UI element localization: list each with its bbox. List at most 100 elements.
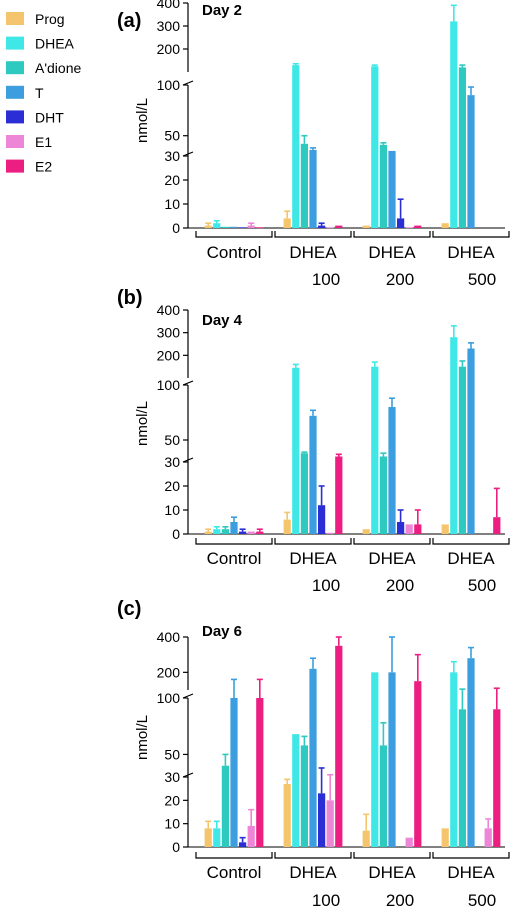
y-tick-label: 300 (157, 325, 181, 341)
group-label: DHEA (368, 243, 416, 262)
axis-break (182, 80, 194, 86)
bar-e1 (405, 524, 413, 534)
bar-dht (238, 227, 247, 229)
bar-t (230, 226, 238, 228)
y-tick-label: 50 (164, 128, 180, 144)
axis-break (182, 457, 194, 463)
bar-e2 (335, 645, 343, 847)
bar-e1 (247, 531, 255, 534)
group-bracket (274, 852, 352, 859)
bar-e1 (405, 227, 413, 229)
group-bracket (274, 231, 352, 238)
group-bracket (432, 231, 510, 238)
legend-swatch-4 (6, 110, 24, 124)
axis-break (182, 151, 194, 157)
group-label: DHEA (447, 243, 495, 262)
group-label: DHEA (447, 549, 495, 568)
y-tick-label: 10 (164, 502, 180, 518)
bar-dhea (450, 672, 458, 847)
group-label-sub: 100 (312, 576, 340, 595)
bar-e1 (484, 828, 492, 847)
bar-dht (317, 505, 326, 534)
panel-title-2: Day 6 (202, 623, 242, 640)
bar-adione (458, 366, 467, 534)
y-tick-label: 30 (164, 769, 180, 785)
group-bracket (274, 538, 352, 545)
axis-break (182, 380, 194, 386)
group-label-sub: 100 (312, 270, 340, 289)
bar-dhea (213, 529, 221, 534)
group-label: Control (207, 243, 262, 262)
bar-e1 (326, 227, 334, 229)
panel-tag-1: (b) (117, 287, 143, 309)
axis-break (182, 693, 194, 699)
group-label: DHEA (368, 863, 416, 882)
group-label: Control (207, 549, 262, 568)
bar-e2 (493, 709, 501, 847)
y-tick-label: 30 (164, 148, 180, 164)
legend-label-1: DHEA (35, 36, 75, 52)
bar-dhea (450, 337, 458, 534)
bar-t (230, 522, 238, 534)
bar-t (388, 150, 396, 228)
group-label: DHEA (289, 549, 337, 568)
bar-dhea (213, 223, 221, 228)
bar-dht (396, 522, 405, 534)
bar-dht (238, 842, 247, 847)
bar-e1 (247, 225, 255, 228)
bar-prog (362, 225, 370, 228)
bar-adione (221, 529, 230, 534)
group-label-sub: 100 (312, 891, 340, 910)
y-tick-label: 0 (172, 526, 180, 542)
y-tick-label: 10 (164, 816, 180, 832)
y-axis-label-0: nmol/L (134, 98, 151, 143)
y-tick-label: 0 (172, 839, 180, 855)
legend-swatch-3 (6, 85, 24, 99)
group-label-sub: 500 (468, 891, 496, 910)
bar-e2 (256, 227, 264, 229)
bar-e2 (335, 225, 343, 228)
y-tick-label: 100 (157, 690, 181, 706)
bar-e2 (335, 456, 343, 534)
bar-t (309, 149, 317, 228)
legend-swatch-0 (6, 12, 24, 25)
y-tick-label: 300 (157, 18, 181, 34)
group-bracket (353, 538, 431, 545)
bar-adione (300, 143, 309, 228)
group-label-sub: 200 (386, 270, 414, 289)
y-tick-label: 20 (164, 478, 180, 494)
y-tick-label: 200 (157, 664, 181, 680)
bar-t (467, 658, 475, 847)
bar-prog (283, 784, 291, 847)
group-label: DHEA (289, 863, 337, 882)
bar-e1 (326, 800, 334, 847)
bar-prog (362, 830, 370, 847)
legend-label-6: E2 (35, 159, 52, 175)
group-bracket (353, 852, 431, 859)
bar-adione (379, 144, 388, 228)
bar-e2 (414, 225, 422, 228)
bar-dht (396, 218, 405, 228)
bar-e2 (414, 681, 422, 847)
y-tick-label: 400 (157, 0, 181, 11)
y-tick-label: 100 (157, 377, 181, 393)
bar-prog (283, 519, 291, 534)
group-bracket (432, 852, 510, 859)
legend-label-4: DHT (35, 109, 64, 125)
bar-prog (441, 828, 449, 847)
legend-label-5: E1 (35, 134, 52, 150)
legend-swatch-5 (6, 135, 24, 148)
group-label-sub: 200 (386, 891, 414, 910)
y-tick-label: 400 (157, 629, 181, 645)
bar-prog (204, 225, 212, 228)
group-label: Control (207, 863, 262, 882)
bar-e2 (414, 524, 422, 534)
bar-prog (441, 524, 449, 534)
bar-e2 (493, 517, 501, 534)
y-tick-label: 100 (157, 77, 181, 93)
group-bracket (195, 231, 273, 238)
bar-e2 (256, 698, 264, 847)
bar-adione (221, 226, 230, 228)
legend-label-2: A'dione (35, 60, 81, 76)
